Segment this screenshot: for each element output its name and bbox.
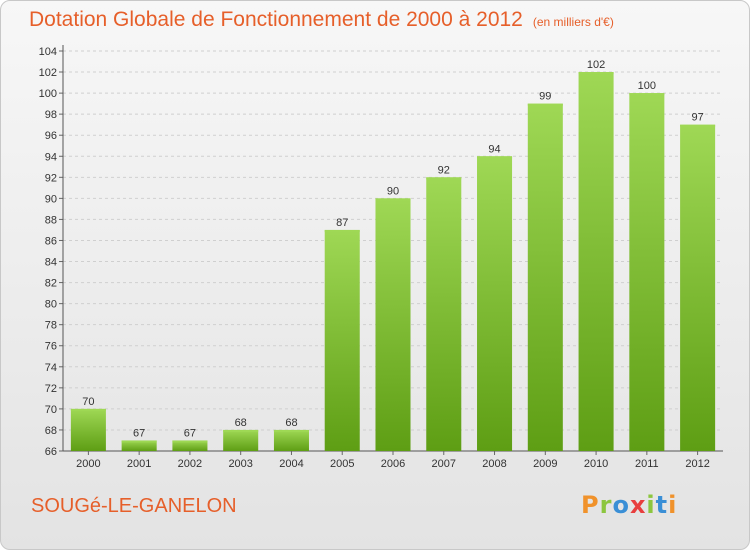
logo-letter: x (629, 491, 647, 519)
bar-2005 (324, 229, 360, 451)
data-label-2010: 102 (587, 59, 605, 71)
chart-title-text: Dotation Globale de Fonctionnement de 20… (29, 8, 523, 31)
commune-name: SOUGé-LE-GANELON (31, 495, 237, 517)
bar-2012 (680, 124, 716, 452)
bars (70, 72, 716, 452)
y-tick-label: 70 (45, 404, 57, 416)
data-label-2004: 68 (285, 417, 297, 429)
x-tick-label-2012: 2012 (685, 458, 709, 470)
y-tick-label: 94 (45, 151, 57, 163)
logo-letter: t (655, 491, 669, 519)
x-tick-labels: 2000 2001 2002 2003 2004 2005 2006 2007 2008 2009… (76, 451, 710, 470)
bar-2002 (172, 440, 208, 451)
bar-highlight-2009 (527, 103, 563, 106)
y-tick-label: 88 (45, 214, 57, 226)
data-label-2011: 100 (638, 80, 656, 92)
y-tick-label: 80 (45, 299, 57, 311)
bar-2000 (70, 408, 106, 451)
x-tick-label-2008: 2008 (482, 458, 506, 470)
y-tick-label: 82 (45, 278, 57, 290)
y-tick-label: 102 (39, 67, 57, 79)
bar-highlight-2007 (426, 177, 462, 180)
x-tick-label-2004: 2004 (279, 458, 303, 470)
logo-letter: r (599, 491, 613, 519)
data-label-2012: 97 (691, 112, 703, 124)
data-labels: 70 67 67 68 68 87 90 92 94 99 102 100 97 (82, 59, 703, 439)
logo-letter: i (646, 491, 656, 519)
y-tick-label: 68 (45, 425, 57, 437)
bar-2010 (578, 72, 614, 451)
y-tick-label: 100 (39, 88, 57, 100)
data-label-2008: 94 (488, 143, 500, 155)
data-label-2006: 90 (387, 185, 399, 197)
y-tick-label: 66 (45, 446, 57, 458)
bar-2001 (121, 440, 157, 451)
x-tick-label-2007: 2007 (432, 458, 456, 470)
bar-highlight-2004 (273, 429, 309, 432)
y-tick-label: 104 (39, 46, 57, 58)
bar-highlight-2001 (121, 440, 157, 443)
data-label-2000: 70 (82, 396, 94, 408)
data-label-2001: 67 (133, 427, 145, 439)
proxiti-logo: Proxiti (581, 491, 677, 519)
logo-letter: P (581, 491, 600, 519)
y-tick-label: 86 (45, 235, 57, 247)
chart-subtitle: (en milliers d'€) (532, 15, 614, 29)
bar-2004 (273, 429, 309, 451)
data-label-2009: 99 (539, 91, 551, 103)
bar-2009 (527, 103, 563, 451)
y-tick-label: 90 (45, 193, 57, 205)
bar-highlight-2003 (223, 429, 259, 432)
bar-highlight-2012 (680, 124, 716, 127)
bar-highlight-2010 (578, 72, 614, 75)
y-tick-labels: 66 68 70 72 74 76 78 80 82 84 86 88 90 92 94 96 98 100 102… (39, 46, 57, 458)
bar-highlight-2011 (629, 93, 665, 96)
bar-highlight-2002 (172, 440, 208, 443)
y-tick-label: 78 (45, 320, 57, 332)
bar-highlight-2006 (375, 198, 411, 201)
x-tick-label-2003: 2003 (228, 458, 252, 470)
logo-letter: i (668, 491, 678, 519)
bar-2008 (477, 156, 513, 451)
data-label-2003: 68 (235, 417, 247, 429)
y-tick-label: 76 (45, 341, 57, 353)
x-tick-label-2001: 2001 (127, 458, 151, 470)
y-tick-label: 84 (45, 257, 57, 269)
bar-2003 (223, 429, 259, 451)
y-tick-label: 72 (45, 383, 57, 395)
x-tick-label-2005: 2005 (330, 458, 354, 470)
x-tick-label-2006: 2006 (381, 458, 405, 470)
x-tick-label-2011: 2011 (635, 458, 659, 470)
y-tick-label: 92 (45, 172, 57, 184)
bar-highlight-2000 (70, 408, 106, 411)
data-label-2007: 92 (438, 164, 450, 176)
logo-letter: o (612, 491, 630, 519)
x-tick-label-2010: 2010 (584, 458, 608, 470)
x-tick-label-2002: 2002 (178, 458, 202, 470)
data-label-2005: 87 (336, 217, 348, 229)
y-tick-label: 74 (45, 362, 57, 374)
x-tick-label-2009: 2009 (533, 458, 557, 470)
x-tick-label-2000: 2000 (76, 458, 100, 470)
data-label-2002: 67 (184, 427, 196, 439)
bar-2007 (426, 177, 462, 451)
bar-2006 (375, 198, 411, 451)
bar-highlight-2005 (324, 229, 360, 232)
bar-highlight-2008 (477, 156, 513, 159)
y-tick-label: 98 (45, 109, 57, 121)
bar-2011 (629, 93, 665, 452)
y-tick-label: 96 (45, 130, 57, 142)
chart-title: Dotation Globale de Fonctionnement de 20… (29, 8, 614, 32)
